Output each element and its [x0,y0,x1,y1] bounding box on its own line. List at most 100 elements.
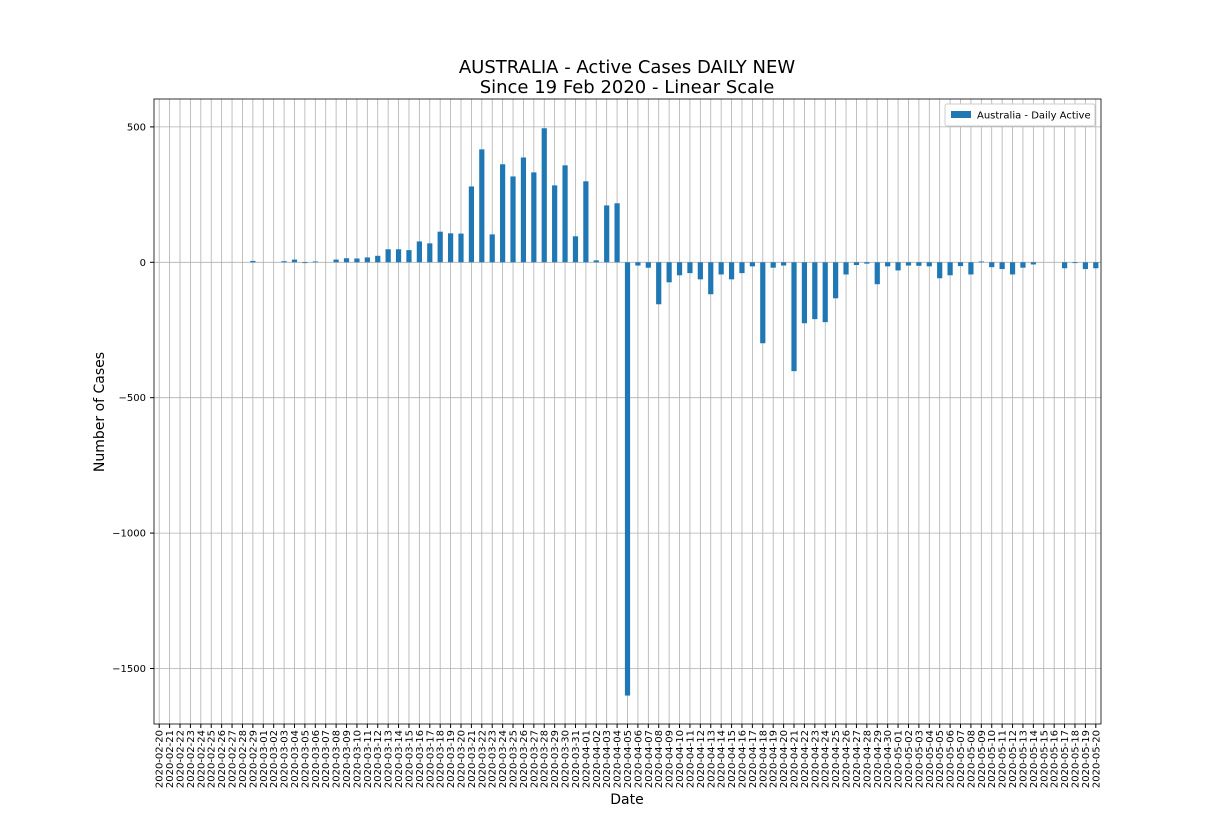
legend-swatch [951,111,971,118]
bar [250,260,256,263]
bar [385,249,391,263]
x-tick-label: 2020-05-06 [946,730,957,788]
bar [312,261,318,263]
x-tick-label: 2020-02-23 [186,730,197,788]
x-tick-label: 2020-04-27 [852,730,863,788]
x-tick-label: 2020-03-24 [498,730,509,788]
x-tick-label: 2020-03-26 [519,730,530,788]
bar [635,262,641,266]
bar [999,262,1005,270]
x-tick-label: 2020-03-15 [404,730,415,788]
y-tick-label: 0 [140,258,146,269]
x-tick-label: 2020-04-22 [800,730,811,788]
bar [281,261,287,263]
x-tick-label: 2020-04-12 [696,730,707,788]
bar [843,262,849,275]
x-tick-label: 2020-05-16 [1050,730,1061,788]
x-tick-label: 2020-04-26 [842,730,853,788]
x-tick-label: 2020-03-29 [550,730,561,788]
x-tick-label: 2020-05-08 [966,730,977,788]
bar [780,262,787,266]
bar [874,262,880,285]
x-tick-label: 2020-03-03 [280,730,291,788]
x-tick-label: 2020-05-14 [1029,730,1040,788]
x-tick-label: 2020-03-28 [540,730,551,788]
bar [801,262,808,324]
bar [978,261,984,263]
bar [739,262,745,274]
bar [749,262,755,267]
x-tick-label: 2020-02-25 [207,730,218,788]
bar [1020,262,1026,268]
bar [947,262,953,276]
bar [510,176,516,263]
x-tick-label: 2020-04-25 [831,730,842,788]
bar [937,262,943,279]
x-tick-label: 2020-02-28 [238,730,249,788]
x-tick-label: 2020-02-24 [196,730,207,788]
bar [916,262,922,266]
bar [604,205,610,263]
chart-subtitle: Since 19 Feb 2020 - Linear Scale [480,77,775,98]
x-tick-label: 2020-04-23 [810,730,821,788]
x-tick-label: 2020-03-13 [384,730,395,788]
bar [593,260,599,263]
bar [926,262,932,267]
bar [364,257,370,263]
bar [1030,262,1036,265]
x-tick-label: 2020-04-02 [592,730,603,788]
x-tick-label: 2020-05-20 [1091,730,1102,788]
x-tick-label: 2020-02-29 [248,730,259,788]
bar [500,164,506,263]
x-tick-label: 2020-03-18 [436,730,447,788]
x-tick-label: 2020-03-08 [332,730,343,788]
x-tick-label: 2020-04-10 [675,730,686,788]
x-tick-label: 2020-04-06 [633,730,644,788]
bar [885,262,891,267]
x-tick-label: 2020-04-20 [779,730,790,788]
x-tick-label: 2020-05-09 [977,730,988,788]
x-tick-label: 2020-05-02 [904,730,915,788]
x-tick-label: 2020-05-15 [1039,730,1050,788]
bar [1072,262,1078,264]
bar [541,128,547,263]
bar [708,262,714,295]
x-tick-label: 2020-04-08 [654,730,665,788]
x-tick-label: 2020-03-19 [446,730,457,788]
bar [552,185,558,263]
x-tick-label: 2020-04-14 [717,730,728,788]
bar [791,262,797,372]
x-tick-label: 2020-03-11 [363,730,374,788]
y-axis-label: Number of Cases [92,352,108,472]
bar [697,262,703,280]
bar [291,259,298,263]
x-tick-label: 2020-04-21 [790,730,801,788]
bar [395,249,402,263]
bar [520,157,527,263]
bar [479,149,485,263]
x-tick-label: 2020-04-09 [665,730,676,788]
x-tick-label: 2020-02-20 [155,730,166,788]
x-tick-label: 2020-03-05 [300,730,311,788]
x-tick-label: 2020-03-10 [352,730,363,788]
x-tick-label: 2020-03-06 [311,730,322,788]
x-tick-label: 2020-03-23 [488,730,499,788]
bar [354,258,360,263]
bar [833,262,839,299]
x-tick-label: 2020-04-28 [862,730,873,788]
x-tick-label: 2020-03-17 [425,730,436,788]
x-tick-label: 2020-03-30 [561,730,572,788]
y-tick-label: −500 [119,393,146,404]
bar [302,262,308,264]
x-tick-label: 2020-04-24 [821,730,832,788]
bar [864,262,870,264]
bar [416,241,422,263]
x-tick-label: 2020-02-27 [228,730,239,788]
x-tick-label: 2020-03-25 [509,730,520,788]
x-tick-label: 2020-03-27 [529,730,540,788]
x-tick-label: 2020-05-11 [998,730,1009,788]
bar [645,262,651,268]
bar [583,181,589,263]
